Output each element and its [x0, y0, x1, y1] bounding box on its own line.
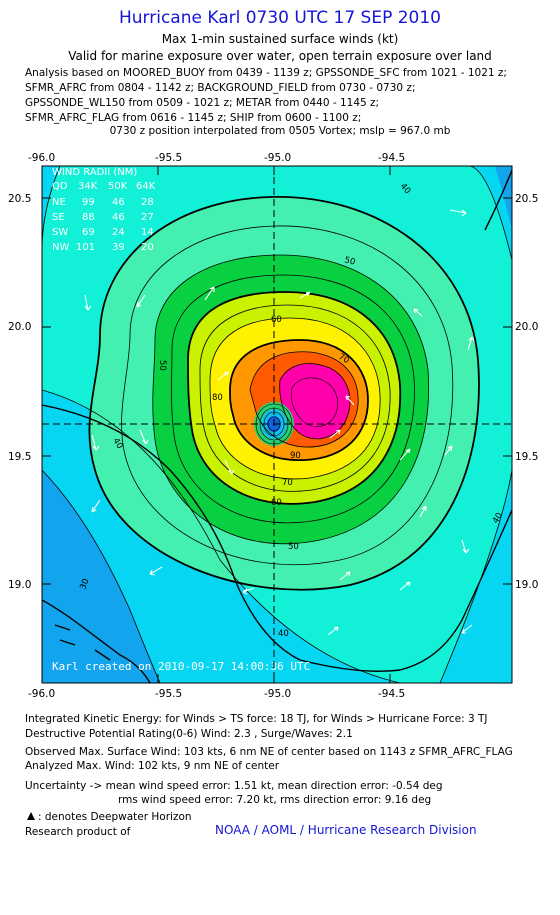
y-tick-label: 20.0: [515, 321, 539, 333]
wind-radii-title: WIND RADII (NM): [52, 167, 137, 178]
y-tick-label: 19.5: [8, 451, 32, 463]
contour-label: 70: [337, 352, 351, 366]
contour-75: [199, 304, 391, 492]
y-tick-label: 19.0: [515, 579, 539, 591]
contour-label: 30: [78, 577, 91, 591]
dpr-line: Destructive Potential Rating(0-6) Wind: …: [25, 728, 353, 740]
analysis-line: SFMR_AFRC_FLAG from 0616 - 1145 z; SHIP …: [25, 112, 362, 124]
contour-90: [229, 339, 369, 461]
uncertainty-rms-line: rms wind speed error: 7.20 kt, rms direc…: [118, 794, 432, 806]
plot-frame: [41, 165, 513, 684]
contour-label: 40: [110, 437, 124, 451]
y-tick-label: 20.5: [8, 193, 32, 205]
contour-labels: 30 40 40 40 50 50 50 60 60 70 70 80 90 4…: [78, 182, 505, 639]
contour-95: [249, 351, 359, 448]
contour-70: [187, 291, 402, 505]
x-tick-label: -96.0: [28, 152, 56, 164]
x-tick-label: -95.0: [264, 688, 292, 700]
contour-100: [279, 363, 351, 440]
contour-80: [209, 317, 381, 480]
analysis-line: GPSSONDE_WL150 from 0509 - 1021 z; METAR…: [25, 97, 380, 109]
coastline: [42, 169, 512, 683]
position-line: 0730 z position interpolated from 0505 V…: [109, 125, 451, 137]
contour-label: 50: [343, 255, 356, 267]
region-lt20: [42, 470, 160, 683]
tick-marks: [41, 166, 512, 683]
contour-label: 60: [271, 498, 282, 508]
contour-40-east: [439, 469, 512, 683]
contour-100-inner: [290, 377, 339, 427]
x-tick-label: -95.0: [264, 152, 292, 164]
wind-radii-row: NE 99 46 28: [52, 197, 154, 208]
contour-label: 50: [288, 542, 299, 552]
contour-area: 30 40 40 40 50 50 50 60 60 70 70 80 90 4…: [42, 166, 512, 683]
y-tick-label: 19.5: [515, 451, 539, 463]
observed-max-line: Observed Max. Surface Wind: 103 kts, 6 n…: [25, 746, 513, 758]
wind-radii-header: QD 34K 50K 64K: [52, 181, 156, 192]
contour-label: 80: [212, 393, 223, 403]
y-tick-label: 19.0: [8, 579, 32, 591]
contour-label: 50: [157, 360, 167, 371]
analysis-line: SFMR_AFRC from 0804 - 1142 z; BACKGROUND…: [25, 82, 416, 94]
noaa-link[interactable]: NOAA / AOML / Hurricane Research Divisio…: [215, 823, 477, 837]
analysis-sources: Analysis based on MOORED_BUOY from 0439 …: [25, 66, 507, 126]
contour-label: 90: [290, 451, 301, 461]
x-tick-label: -94.5: [378, 152, 406, 164]
contour-label: 40: [491, 511, 505, 525]
contour-label: 70: [282, 478, 293, 488]
contour-40-outer: [42, 389, 401, 683]
research-label: Research product of: [25, 826, 131, 838]
credit-text: Karl created on 2010-09-17 14:00:36 UTC: [52, 660, 310, 673]
deepwater-icon: [27, 812, 35, 820]
wind-vectors: [84, 209, 475, 636]
chart-subtitle: Max 1-min sustained surface winds (kt): [161, 32, 399, 46]
contour-60: [152, 254, 429, 545]
x-tick-label: -95.5: [155, 688, 183, 700]
ike-line: Integrated Kinetic Energy: for Winds > T…: [25, 713, 488, 725]
wind-radii-row: NW 101 39 20: [52, 242, 154, 253]
contour-40-ne: [469, 166, 512, 261]
contour-label: 60: [271, 315, 282, 325]
analyzed-max-line: Analyzed Max. Wind: 102 kts, 9 nm NE of …: [25, 760, 280, 772]
contour-55: [121, 225, 454, 566]
chart-subtitle-validity: Valid for marine exposure over water, op…: [68, 49, 492, 63]
contour-label: 40: [278, 629, 289, 639]
contour-lines: [42, 166, 512, 683]
y-tick-label: 20.5: [515, 193, 539, 205]
chart-title: Hurricane Karl 0730 UTC 17 SEP 2010: [118, 8, 441, 28]
y-tick-label: 20.0: [8, 321, 32, 333]
x-tick-label: -95.5: [155, 152, 183, 164]
contour-65: [171, 274, 415, 524]
contour-50: [88, 196, 480, 591]
x-tick-label: -96.0: [28, 688, 56, 700]
wind-radii-row: SE 88 46 27: [52, 212, 154, 223]
x-tick-label: -94.5: [378, 688, 406, 700]
analysis-line: Analysis based on MOORED_BUOY from 0439 …: [25, 67, 507, 79]
deepwater-note: : denotes Deepwater Horizon: [38, 811, 192, 823]
wind-radii-table: WIND RADII (NM) QD 34K 50K 64K NE 99 46 28 SE 8…: [52, 167, 156, 253]
wind-radii-row: SW 69 24 14: [52, 227, 154, 238]
uncertainty-mean-line: Uncertainty -> mean wind speed error: 1.…: [25, 780, 443, 792]
contour-30: [42, 469, 161, 683]
